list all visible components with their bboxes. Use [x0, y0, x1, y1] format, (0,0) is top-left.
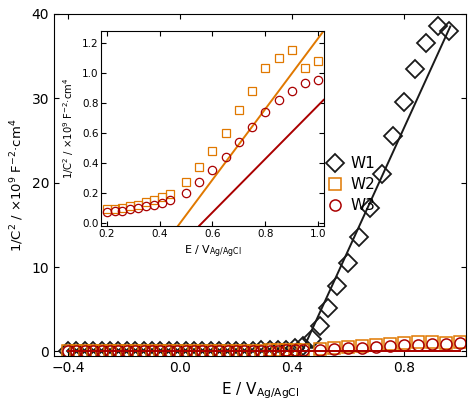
- Legend: W1, W2, W3: W1, W2, W3: [321, 150, 381, 220]
- Y-axis label: 1/C$^2$ / ×10$^9$ F$^{-2}$·cm$^4$: 1/C$^2$ / ×10$^9$ F$^{-2}$·cm$^4$: [9, 118, 26, 252]
- X-axis label: E / V$_{\mathrm{Ag/AgCl}}$: E / V$_{\mathrm{Ag/AgCl}}$: [221, 380, 299, 401]
